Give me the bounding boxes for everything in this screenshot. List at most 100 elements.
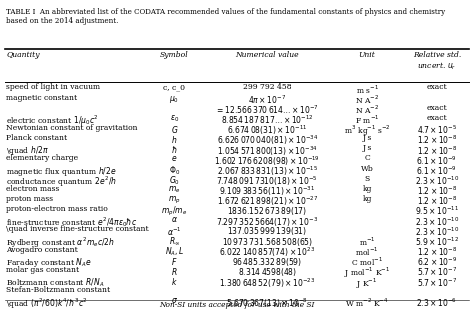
Text: speed of light in vacuum: speed of light in vacuum bbox=[6, 83, 100, 91]
Text: $9.109\,383\,56(11) \times 10^{-31}$: $9.109\,383\,56(11) \times 10^{-31}$ bbox=[219, 185, 315, 198]
Text: \quad $h/2\pi$: \quad $h/2\pi$ bbox=[6, 144, 49, 157]
Text: fine-structure constant $e^2/4\pi\varepsilon_0\hbar c$: fine-structure constant $e^2/4\pi\vareps… bbox=[6, 215, 137, 229]
Text: $4.7 \times 10^{-5}$: $4.7 \times 10^{-5}$ bbox=[417, 124, 457, 136]
Text: $N_A, L$: $N_A, L$ bbox=[164, 246, 184, 258]
Text: $2.3 \times 10^{-6}$: $2.3 \times 10^{-6}$ bbox=[416, 296, 457, 309]
Text: $8.314\,4598(48)$: $8.314\,4598(48)$ bbox=[237, 266, 297, 278]
Text: J s: J s bbox=[363, 144, 372, 152]
Text: $\varepsilon_0$: $\varepsilon_0$ bbox=[170, 114, 179, 124]
Text: exact: exact bbox=[427, 104, 447, 112]
Text: $8.854\,187\,817\ldots \times 10^{-12}$: $8.854\,187\,817\ldots \times 10^{-12}$ bbox=[221, 114, 313, 126]
Text: proton mass: proton mass bbox=[6, 195, 53, 203]
Text: $9.5 \times 10^{-11}$: $9.5 \times 10^{-11}$ bbox=[415, 205, 459, 217]
Text: Planck constant: Planck constant bbox=[6, 134, 67, 142]
Text: J mol$^{-1}$ K$^{-1}$: J mol$^{-1}$ K$^{-1}$ bbox=[344, 266, 390, 280]
Text: W m$^{-2}$ K$^{-4}$: W m$^{-2}$ K$^{-4}$ bbox=[346, 296, 389, 309]
Text: $F$: $F$ bbox=[171, 256, 178, 267]
Text: $m_p/m_e$: $m_p/m_e$ bbox=[161, 205, 187, 218]
Text: C: C bbox=[364, 154, 370, 162]
Text: magnetic flux quantum $h/2e$: magnetic flux quantum $h/2e$ bbox=[6, 165, 117, 178]
Text: $6.022\,140\,857(74) \times 10^{23}$: $6.022\,140\,857(74) \times 10^{23}$ bbox=[219, 246, 315, 259]
Text: $\mu_0$: $\mu_0$ bbox=[169, 94, 179, 105]
Text: Non-SI units accepted for use with the SI: Non-SI units accepted for use with the S… bbox=[159, 301, 315, 309]
Text: Numerical value: Numerical value bbox=[236, 51, 299, 59]
Text: Stefan-Boltzmann constant: Stefan-Boltzmann constant bbox=[6, 286, 110, 294]
Text: Relative std.
uncert. $u_r$: Relative std. uncert. $u_r$ bbox=[413, 51, 461, 72]
Text: Symbol: Symbol bbox=[160, 51, 189, 59]
Text: $6.1 \times 10^{-9}$: $6.1 \times 10^{-9}$ bbox=[416, 154, 457, 167]
Text: $7.297\,352\,5664(17) \times 10^{-3}$: $7.297\,352\,5664(17) \times 10^{-3}$ bbox=[216, 215, 318, 229]
Text: $R_\infty$: $R_\infty$ bbox=[169, 236, 180, 247]
Text: $e$: $e$ bbox=[171, 154, 177, 163]
Text: $10\,973\,731.568\,508(65)$: $10\,973\,731.568\,508(65)$ bbox=[222, 236, 313, 248]
Text: Faraday constant $N_A e$: Faraday constant $N_A e$ bbox=[6, 256, 92, 269]
Text: $1.672\,621\,898(21) \times 10^{-27}$: $1.672\,621\,898(21) \times 10^{-27}$ bbox=[217, 195, 318, 208]
Text: Newtonian constant of gravitation: Newtonian constant of gravitation bbox=[6, 124, 137, 132]
Text: $6.2 \times 10^{-9}$: $6.2 \times 10^{-9}$ bbox=[417, 256, 457, 268]
Text: $\hbar$: $\hbar$ bbox=[171, 144, 177, 155]
Text: $1.602\,176\,6208(98) \times 10^{-19}$: $1.602\,176\,6208(98) \times 10^{-19}$ bbox=[214, 154, 320, 168]
Text: molar gas constant: molar gas constant bbox=[6, 266, 79, 274]
Text: $\sigma$: $\sigma$ bbox=[171, 296, 178, 305]
Text: $1.380\,648\,52(79) \times 10^{-23}$: $1.380\,648\,52(79) \times 10^{-23}$ bbox=[219, 276, 315, 289]
Text: Avogadro constant: Avogadro constant bbox=[6, 246, 78, 254]
Text: electric constant $1/\mu_0 c^2$: electric constant $1/\mu_0 c^2$ bbox=[6, 114, 99, 128]
Text: $1.054\,571\,800(13) \times 10^{-34}$: $1.054\,571\,800(13) \times 10^{-34}$ bbox=[217, 144, 318, 158]
Text: $m_e$: $m_e$ bbox=[168, 185, 181, 195]
Text: $k$: $k$ bbox=[171, 276, 178, 287]
Text: kg: kg bbox=[363, 185, 372, 193]
Text: $6.1 \times 10^{-9}$: $6.1 \times 10^{-9}$ bbox=[416, 165, 457, 177]
Text: c, c_0: c, c_0 bbox=[163, 83, 185, 91]
Text: $2.3 \times 10^{-10}$: $2.3 \times 10^{-10}$ bbox=[415, 175, 459, 187]
Text: C mol$^{-1}$: C mol$^{-1}$ bbox=[351, 256, 383, 268]
Text: Boltzmann constant $R/N_A$: Boltzmann constant $R/N_A$ bbox=[6, 276, 104, 288]
Text: $R$: $R$ bbox=[171, 266, 178, 277]
Text: $96\,485.332\,89(59)$: $96\,485.332\,89(59)$ bbox=[232, 256, 302, 268]
Text: F m$^{-1}$: F m$^{-1}$ bbox=[355, 114, 379, 126]
Text: $5.9 \times 10^{-12}$: $5.9 \times 10^{-12}$ bbox=[415, 236, 459, 248]
Text: $1.2 \times 10^{-8}$: $1.2 \times 10^{-8}$ bbox=[417, 144, 457, 157]
Text: $h$: $h$ bbox=[171, 134, 177, 145]
Text: $5.7 \times 10^{-7}$: $5.7 \times 10^{-7}$ bbox=[417, 276, 457, 288]
Text: $= 12.566\,370\,614\ldots \times 10^{-7}$: $= 12.566\,370\,614\ldots \times 10^{-7}… bbox=[215, 104, 319, 116]
Text: N A$^{-2}$: N A$^{-2}$ bbox=[355, 104, 379, 116]
Text: $4\pi \times 10^{-7}$: $4\pi \times 10^{-7}$ bbox=[248, 94, 286, 106]
Text: $137.035\,999\,139(31)$: $137.035\,999\,139(31)$ bbox=[227, 225, 307, 237]
Text: $5.670\,367(13) \times 10^{-8}$: $5.670\,367(13) \times 10^{-8}$ bbox=[226, 296, 308, 310]
Text: Quantity: Quantity bbox=[6, 51, 40, 59]
Text: J s: J s bbox=[363, 134, 372, 142]
Text: $1836.152\,673\,89(17)$: $1836.152\,673\,89(17)$ bbox=[227, 205, 307, 217]
Text: $2.3 \times 10^{-10}$: $2.3 \times 10^{-10}$ bbox=[415, 225, 459, 238]
Text: $\Phi_0$: $\Phi_0$ bbox=[169, 165, 180, 177]
Text: S: S bbox=[365, 175, 370, 183]
Text: $7.748\,091\,7310(18) \times 10^{-5}$: $7.748\,091\,7310(18) \times 10^{-5}$ bbox=[216, 175, 318, 188]
Text: Rydberg constant $\alpha^2 m_e c/2h$: Rydberg constant $\alpha^2 m_e c/2h$ bbox=[6, 236, 115, 250]
Text: $6.626\,070\,040(81) \times 10^{-34}$: $6.626\,070\,040(81) \times 10^{-34}$ bbox=[217, 134, 318, 147]
Text: 299 792 458: 299 792 458 bbox=[243, 83, 292, 91]
Text: m s$^{-1}$: m s$^{-1}$ bbox=[356, 83, 379, 96]
Text: electron mass: electron mass bbox=[6, 185, 60, 193]
Text: N A$^{-2}$: N A$^{-2}$ bbox=[355, 94, 379, 106]
Text: $2.3 \times 10^{-10}$: $2.3 \times 10^{-10}$ bbox=[415, 215, 459, 228]
Text: kg: kg bbox=[363, 195, 372, 203]
Text: $1.2 \times 10^{-8}$: $1.2 \times 10^{-8}$ bbox=[417, 185, 457, 197]
Text: $G_0$: $G_0$ bbox=[169, 175, 180, 187]
Text: conductance quantum $2e^2/h$: conductance quantum $2e^2/h$ bbox=[6, 175, 117, 189]
Text: $1.2 \times 10^{-8}$: $1.2 \times 10^{-8}$ bbox=[417, 195, 457, 207]
Text: $\alpha^{-1}$: $\alpha^{-1}$ bbox=[167, 225, 182, 238]
Text: $5.7 \times 10^{-7}$: $5.7 \times 10^{-7}$ bbox=[417, 266, 457, 278]
Text: Wb: Wb bbox=[361, 165, 374, 172]
Text: J K$^{-1}$: J K$^{-1}$ bbox=[356, 276, 378, 290]
Text: \quad $(\pi^2/60)k^4/\hbar^3 c^2$: \quad $(\pi^2/60)k^4/\hbar^3 c^2$ bbox=[6, 296, 88, 311]
Text: magnetic constant: magnetic constant bbox=[6, 94, 77, 101]
Text: $1.2 \times 10^{-8}$: $1.2 \times 10^{-8}$ bbox=[417, 134, 457, 146]
Text: $6.674\,08(31) \times 10^{-11}$: $6.674\,08(31) \times 10^{-11}$ bbox=[227, 124, 307, 137]
Text: $1.2 \times 10^{-8}$: $1.2 \times 10^{-8}$ bbox=[417, 246, 457, 258]
Text: proton-electron mass ratio: proton-electron mass ratio bbox=[6, 205, 108, 213]
Text: exact: exact bbox=[427, 83, 447, 91]
Text: exact: exact bbox=[427, 114, 447, 122]
Text: $m_p$: $m_p$ bbox=[168, 195, 181, 206]
Text: m$^3$ kg$^{-1}$ s$^{-2}$: m$^3$ kg$^{-1}$ s$^{-2}$ bbox=[344, 124, 391, 138]
Text: TABLE I  An abbreviated list of the CODATA recommended values of the fundamental: TABLE I An abbreviated list of the CODAT… bbox=[6, 8, 445, 25]
Text: Unit: Unit bbox=[359, 51, 375, 59]
